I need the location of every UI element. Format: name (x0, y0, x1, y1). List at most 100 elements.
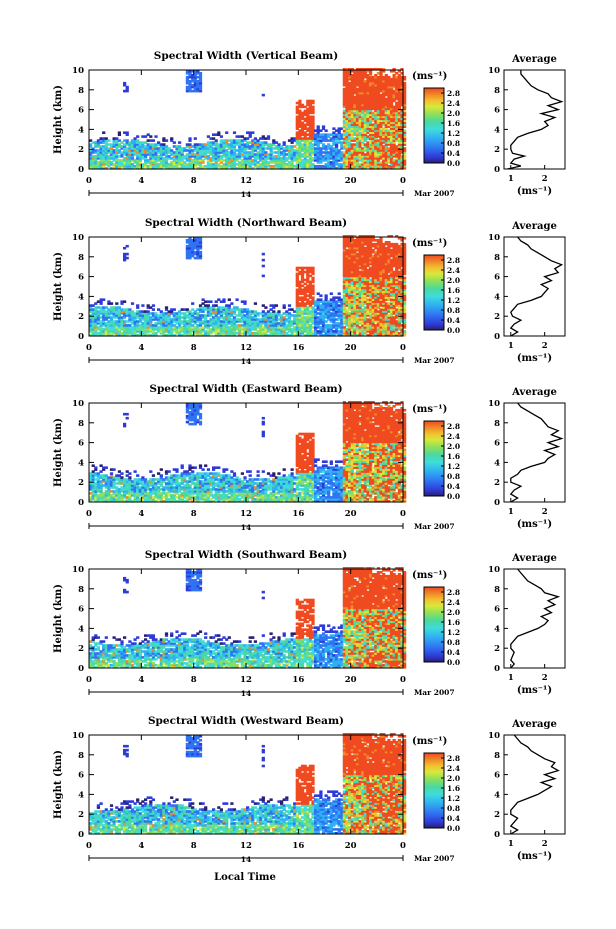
x-tick-label: 4 (138, 176, 144, 186)
heatmap-cell (374, 264, 378, 268)
heatmap-cell (298, 101, 302, 105)
heatmap-cell (400, 91, 404, 95)
heatmap-cell (209, 330, 213, 333)
heatmap-cell (206, 334, 211, 337)
heatmap-cell (314, 157, 318, 160)
heatmap-cell (374, 288, 378, 292)
heatmap-cell (363, 256, 367, 260)
heatmap-cell (337, 167, 341, 170)
heatmap-cell (217, 131, 221, 134)
heatmap-cell (146, 328, 150, 331)
heatmap-cell (248, 167, 252, 170)
heatmap-cell (269, 149, 273, 152)
heatmap-cell (243, 326, 247, 329)
heatmap-cell (350, 237, 354, 240)
heatmap-cell (345, 89, 349, 93)
heatmap-cell (303, 111, 307, 115)
heatmap-cell (319, 316, 323, 319)
heatmap-cell (159, 159, 163, 162)
heatmap-cell (389, 97, 394, 101)
heatmap-cell (332, 141, 336, 144)
heatmap-cell (104, 314, 108, 317)
heatmap-cell (321, 143, 326, 146)
heatmap-cell (225, 306, 229, 309)
heatmap-cell (361, 324, 365, 327)
heatmap-cell (240, 145, 245, 148)
heatmap-cell (230, 320, 234, 323)
heatmap-cell (371, 308, 375, 311)
heatmap-cell (374, 330, 378, 333)
heatmap-cell (397, 77, 402, 81)
heatmap-cell (251, 131, 255, 134)
heatmap-cell (374, 165, 378, 168)
heatmap-cell (379, 326, 383, 329)
heatmap-cell (350, 250, 354, 254)
heatmap-cell (104, 157, 108, 160)
heatmap-cell (387, 147, 391, 150)
heatmap-cell (363, 75, 367, 79)
heatmap-cell (353, 250, 357, 254)
heatmap-cell (295, 121, 299, 125)
heatmap-cell (285, 149, 289, 152)
heatmap-cell (340, 328, 344, 331)
heatmap-cell (128, 141, 132, 144)
heatmap-cell (235, 314, 239, 317)
heatmap-cell (290, 145, 294, 148)
heatmap-cell (175, 149, 179, 152)
heatmap-cell (387, 81, 391, 85)
heatmap-cell (269, 332, 273, 335)
heatmap-cell (348, 89, 352, 93)
heatmap-cell (361, 91, 365, 95)
heatmap-cell (266, 155, 271, 158)
heatmap-cell (120, 147, 124, 150)
heatmap-cell (358, 237, 362, 240)
heatmap-cell (180, 155, 184, 158)
heatmap-cell (350, 81, 354, 85)
heatmap-cell (366, 252, 370, 256)
heatmap-cell (361, 322, 365, 325)
heatmap-cell (280, 322, 284, 325)
heatmap-cell (374, 334, 378, 337)
heatmap-cell (366, 280, 370, 284)
heatmap-cell (89, 322, 93, 325)
heatmap-cell (240, 155, 245, 158)
heatmap-cell (138, 312, 142, 315)
heatmap-cell (303, 153, 307, 156)
heatmap-cell (89, 316, 93, 319)
heatmap-cell (212, 153, 216, 156)
heatmap-cell (379, 151, 383, 154)
heatmap-cell (154, 316, 158, 319)
heatmap-cell (369, 105, 373, 109)
heatmap-cell (319, 137, 323, 140)
heatmap-cell (230, 165, 234, 168)
heatmap-cell (212, 318, 216, 321)
heatmap-cell (379, 115, 383, 119)
heatmap-cell (361, 264, 365, 268)
heatmap-cell (191, 77, 195, 81)
heatmap-cell (311, 143, 315, 146)
heatmap-cell (104, 328, 108, 331)
heatmap-cell (274, 159, 279, 162)
heatmap-cell (230, 310, 234, 313)
heatmap-cell (146, 334, 150, 337)
heatmap-cell (107, 139, 111, 142)
heatmap-cell (144, 320, 148, 323)
heatmap-cell (136, 139, 140, 142)
heatmap-cell (353, 304, 357, 307)
heatmap-cell (167, 147, 171, 150)
heatmap-cell (369, 292, 373, 295)
heatmap-cell (348, 280, 352, 284)
heatmap-cell (342, 237, 347, 240)
heatmap-cell (303, 266, 307, 270)
heatmap-cell (261, 322, 265, 325)
heatmap-cell (230, 314, 234, 317)
heatmap-cell (342, 296, 347, 299)
heatmap-cell (94, 308, 98, 311)
heatmap-cell (243, 302, 247, 305)
heatmap-cell (149, 135, 153, 138)
heatmap-cell (392, 165, 396, 168)
heatmap-cell (350, 322, 354, 325)
heatmap-cell (232, 324, 237, 327)
heatmap-cell (374, 77, 378, 81)
heatmap-cell (361, 304, 365, 307)
